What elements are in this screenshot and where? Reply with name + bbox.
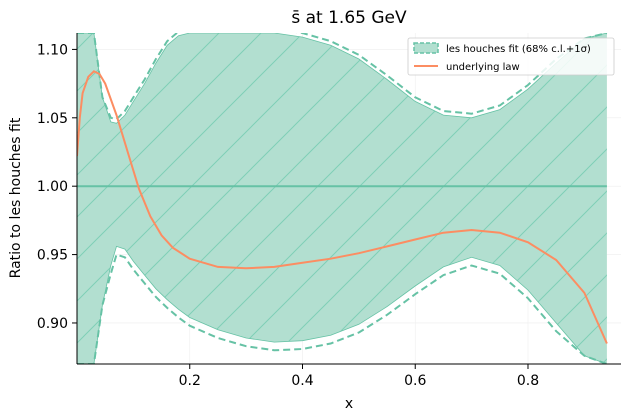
y-tick-label: 1.10 — [37, 42, 68, 58]
y-tick-label: 0.90 — [37, 316, 68, 332]
y-tick-label: 1.05 — [37, 111, 68, 127]
band-upper-edge — [77, 33, 607, 124]
x-tick-label: 0.4 — [291, 373, 313, 389]
x-tick-label: 0.2 — [179, 373, 201, 389]
x-tick-label: 0.8 — [517, 373, 539, 389]
legend-law-label: underlying law — [446, 62, 520, 73]
band-lower-edge — [77, 245, 608, 364]
y-tick-label: 0.95 — [37, 248, 68, 264]
x-axis-label: x — [345, 396, 353, 412]
y-tick-label: 1.00 — [37, 179, 68, 195]
band-hatch — [77, 33, 607, 364]
plot-clip-group — [77, 33, 621, 364]
legend: les houches fit (68% c.l.+1σ) underlying… — [407, 37, 615, 76]
legend-band-label: les houches fit (68% c.l.+1σ) — [446, 44, 591, 55]
plot-area — [77, 33, 621, 364]
y-axis-label: Ratio to les houches fit — [8, 117, 24, 278]
legend-band-swatch — [413, 42, 439, 54]
legend-frame — [407, 37, 615, 76]
sigma-lower-line — [77, 253, 608, 364]
chart-title: s̄ at 1.65 GeV — [291, 8, 407, 28]
axes: 0.2 0.4 0.6 0.8 0.90 0.95 1.00 1.05 1.10 — [37, 33, 621, 389]
underlying-law-line — [77, 70, 608, 344]
x-tick-label: 0.6 — [404, 373, 426, 389]
